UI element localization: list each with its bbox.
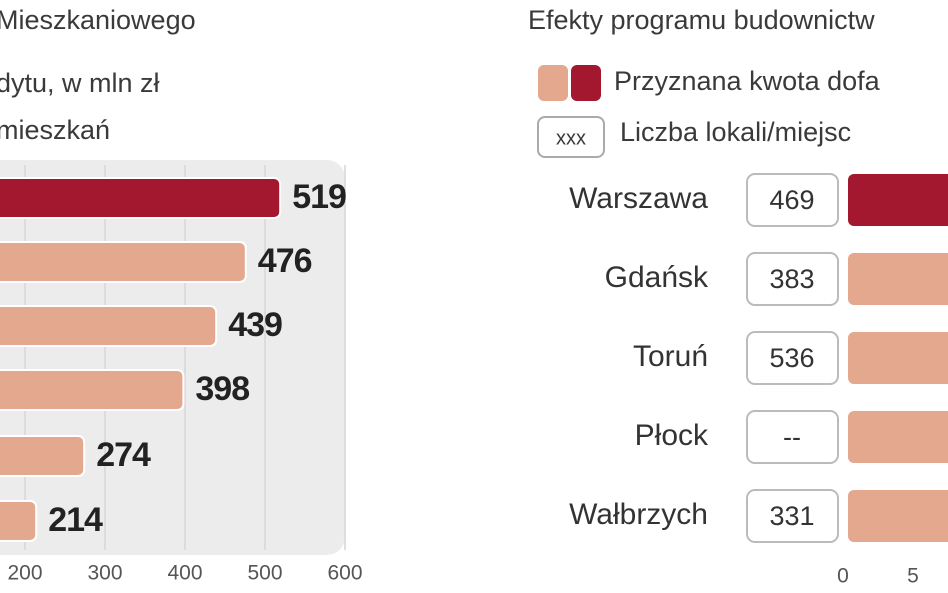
unit-box xyxy=(746,410,839,464)
bar xyxy=(0,241,247,283)
title-line: dytu, w mln zł xyxy=(0,68,160,98)
x-tick-label: 300 xyxy=(87,562,122,585)
legend-box xyxy=(537,116,605,158)
bar-cropped xyxy=(848,332,948,384)
bar xyxy=(0,177,282,219)
bar xyxy=(0,435,86,477)
title-line: Mieszkaniowego xyxy=(0,5,196,35)
unit-label: 331 xyxy=(769,501,814,531)
x-tick-label: 0 xyxy=(837,565,849,588)
category-label: Toruń xyxy=(633,340,708,373)
plot-background xyxy=(0,160,345,555)
category-label: Gdańsk xyxy=(605,261,709,294)
bar-cropped xyxy=(848,253,948,305)
x-tick-label: 400 xyxy=(167,562,202,585)
x-tick-label: 200 xyxy=(7,562,42,585)
unit-label: 469 xyxy=(769,185,814,215)
legend-label: Liczba lokali/miejsc xyxy=(620,117,851,147)
unit-label: 383 xyxy=(769,264,814,294)
bar xyxy=(0,500,38,542)
value-label: 476 xyxy=(258,242,312,280)
bar xyxy=(0,369,185,411)
category-label: Warszawa xyxy=(569,182,708,215)
unit-label: -- xyxy=(783,422,801,452)
x-tick-label: 600 xyxy=(327,562,362,585)
category-label: Wałbrzych xyxy=(569,498,708,531)
legend-label: Przyznana kwota dofa xyxy=(614,66,881,96)
value-label: 398 xyxy=(195,370,249,408)
unit-box xyxy=(746,173,839,227)
category-label: Płock xyxy=(635,419,709,452)
unit-box xyxy=(746,331,839,385)
bar-cropped xyxy=(848,490,948,542)
value-label: 519 xyxy=(292,178,346,216)
unit-box xyxy=(746,252,839,306)
value-label: 274 xyxy=(96,436,151,474)
x-tick-label: 5 xyxy=(907,565,919,588)
legend-sample: xxx xyxy=(556,127,586,149)
bar xyxy=(0,305,218,347)
bar-cropped xyxy=(848,174,948,226)
value-label: 439 xyxy=(228,306,282,344)
unit-box xyxy=(746,489,839,543)
chart-title: Efekty programu budownictw xyxy=(528,5,875,35)
legend-swatch xyxy=(571,65,601,101)
legend-swatch xyxy=(538,65,568,101)
bar-cropped xyxy=(848,411,948,463)
title-line: mieszkań xyxy=(0,115,110,145)
value-label: 214 xyxy=(48,501,103,539)
unit-label: 536 xyxy=(769,343,814,373)
x-tick-label: 500 xyxy=(247,562,282,585)
